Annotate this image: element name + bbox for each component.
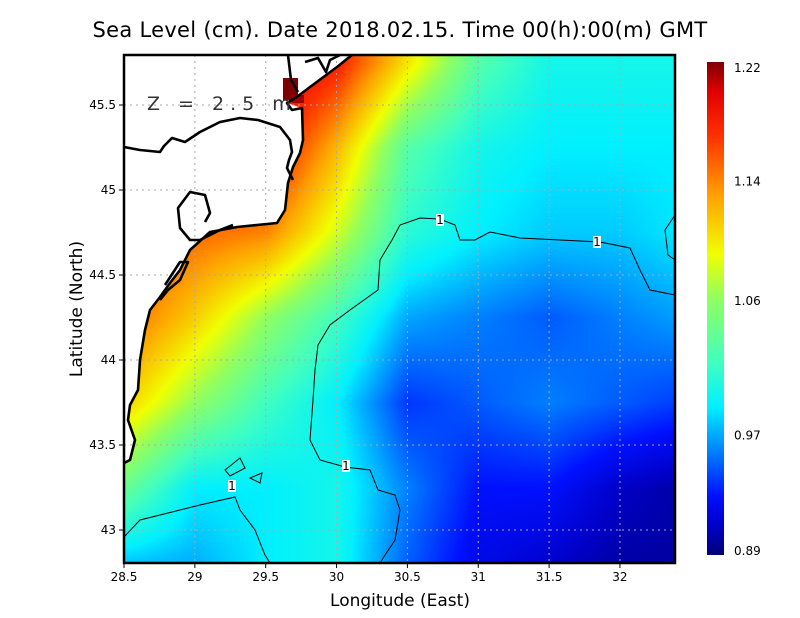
y-tick-label: 44.5 xyxy=(89,268,116,282)
colorbar xyxy=(707,62,724,555)
contour-label: 1 xyxy=(228,479,236,493)
x-tick-label: 29 xyxy=(187,570,202,584)
x-tick-label: 31.5 xyxy=(536,570,563,584)
y-tick-label: 45 xyxy=(101,183,116,197)
colorbar-tick-label: 0.89 xyxy=(734,544,761,558)
contour-label: 1 xyxy=(342,459,350,473)
depth-annotation: Z = 2.5 m xyxy=(147,93,297,115)
land-mask xyxy=(124,55,352,463)
x-tick-label: 30 xyxy=(329,570,344,584)
y-tick-label: 43 xyxy=(101,523,116,537)
contour-label: 1 xyxy=(593,235,601,249)
plot-frame xyxy=(122,53,677,565)
contour-labels: 1 1 1 1 xyxy=(228,213,601,493)
y-tick-label: 44 xyxy=(101,353,116,367)
x-tick-label: 32 xyxy=(612,570,627,584)
colorbar-tick-label: 0.97 xyxy=(734,428,761,442)
y-tick-label: 45.5 xyxy=(89,98,116,112)
y-axis-label: Latitude (North) xyxy=(67,241,87,377)
contour-label: 1 xyxy=(436,213,444,227)
delta-cell xyxy=(292,95,304,103)
contour-level-1 xyxy=(123,214,676,564)
chart-title: Sea Level (cm). Date 2018.02.15. Time 00… xyxy=(92,18,708,42)
colorbar-tick-label: 1.22 xyxy=(734,61,761,75)
x-tick-label: 31 xyxy=(471,570,486,584)
x-tick-label: 29.5 xyxy=(252,570,279,584)
y-tick-label: 43.5 xyxy=(89,438,116,452)
x-tick-label: 28.5 xyxy=(111,570,138,584)
coastline xyxy=(123,53,353,465)
colorbar-tick-label: 1.06 xyxy=(734,294,761,308)
x-axis-label: Longitude (East) xyxy=(330,591,470,611)
x-tick-label: 30.5 xyxy=(394,570,421,584)
colorbar-tick-label: 1.14 xyxy=(734,175,761,189)
